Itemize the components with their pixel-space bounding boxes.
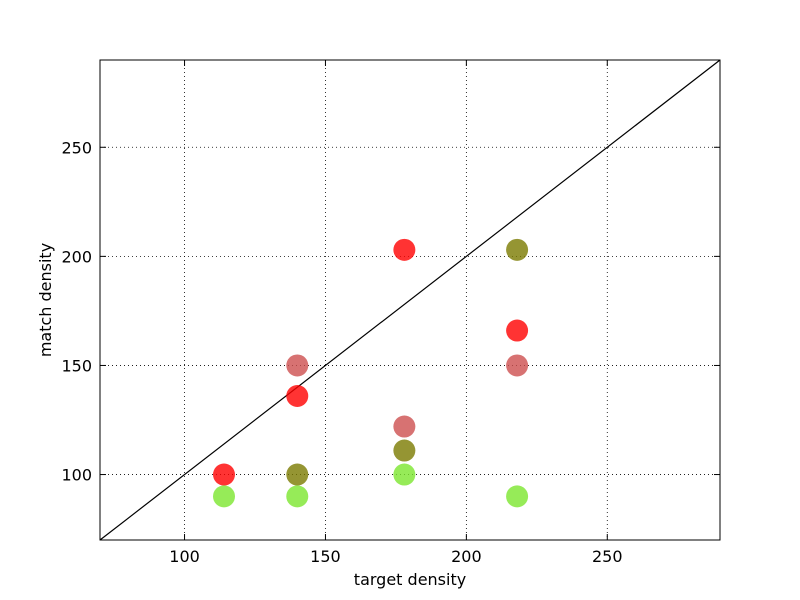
data-point [286, 463, 309, 486]
data-point [506, 485, 529, 508]
reference-diagonal-line [99, 59, 721, 541]
data-point [393, 238, 416, 261]
data-point [286, 485, 309, 508]
grid-lines [100, 60, 720, 540]
data-points [213, 238, 529, 508]
data-point [393, 439, 416, 462]
x-tick-label: 100 [169, 547, 200, 566]
x-tick-label: 250 [592, 547, 623, 566]
data-point [506, 319, 529, 342]
y-axis-title: match density [36, 243, 55, 357]
data-point [506, 354, 529, 377]
data-point [393, 463, 416, 486]
x-axis-title: target density [354, 570, 466, 589]
y-tick-label: 100 [61, 466, 92, 485]
data-point [286, 385, 309, 407]
y-tick-label: 200 [61, 247, 92, 266]
data-point [213, 485, 235, 508]
data-point [393, 415, 416, 438]
data-point [506, 238, 529, 261]
plot-frame [99, 59, 721, 541]
axis-ticks: 100 150 200 250 100 150 200 250 [61, 60, 720, 566]
x-tick-label: 200 [451, 547, 482, 566]
data-point [213, 463, 235, 486]
x-tick-label: 150 [310, 547, 341, 566]
y-tick-label: 150 [61, 356, 92, 375]
y-tick-label: 250 [61, 138, 92, 157]
data-point [286, 354, 309, 377]
